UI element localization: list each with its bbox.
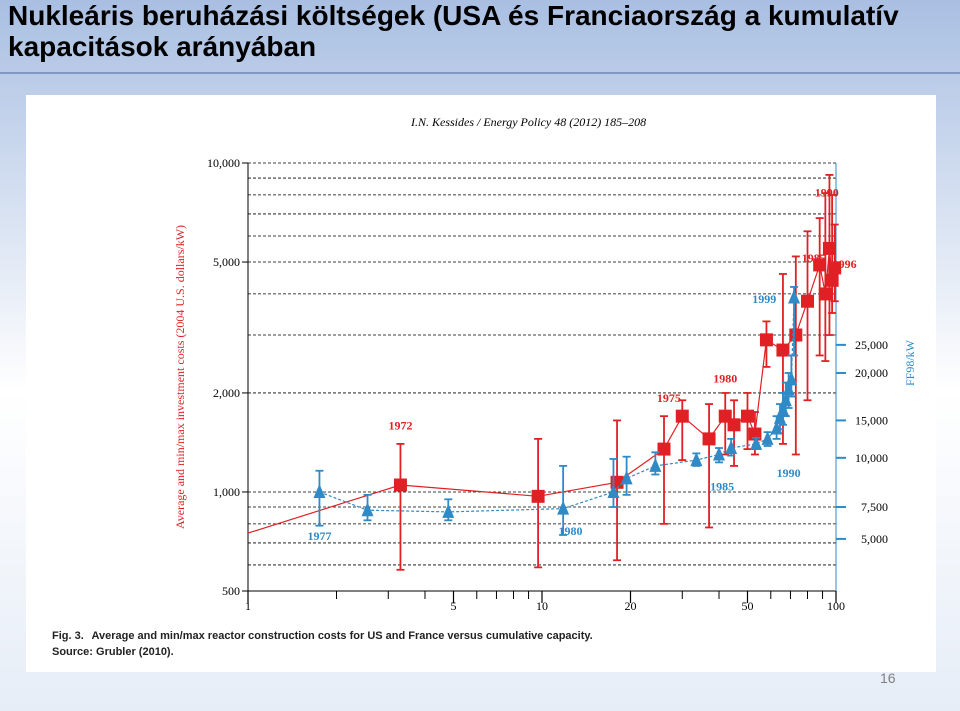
us-year-label: 1975: [657, 391, 681, 405]
y-tick-label: 500: [222, 584, 240, 598]
france-data-point: [361, 502, 374, 517]
us-year-label: 1972: [388, 418, 412, 432]
france-data-point: [442, 503, 455, 518]
us-data-point: [393, 478, 407, 492]
us-data-point: [727, 418, 741, 432]
france-year-label: 1999: [752, 292, 776, 306]
y-tick-label: 1,000: [213, 485, 240, 499]
us-data-point: [825, 273, 839, 287]
us-data-point: [657, 442, 671, 456]
x-tick-label: 100: [827, 599, 845, 613]
caption-text: Average and min/max reactor construction…: [91, 630, 592, 642]
slide-title-line-2: kapacitások arányában: [8, 31, 317, 62]
caption-label: Fig. 3.: [52, 630, 84, 642]
us-year-label: 1990: [815, 186, 839, 200]
y-tick-label: 10,000: [207, 156, 240, 170]
france-data-point: [313, 483, 326, 498]
slide-title: Nukleáris beruházási költségek (USA és F…: [8, 0, 948, 62]
france-series: [313, 286, 801, 536]
chart-svg: I.N. Kessides / Energy Policy 48 (2012) …: [52, 115, 917, 658]
france-data-point: [649, 457, 662, 472]
figure-source: Source: Grubler (2010).: [52, 646, 174, 658]
us-year-label: 1996: [833, 257, 857, 271]
axes: [247, 163, 837, 592]
data-series: [247, 174, 842, 571]
us-series: [247, 174, 842, 571]
us-data-point: [801, 294, 815, 308]
us-data-point: [813, 258, 827, 272]
y-tick-label: 2,000: [213, 386, 240, 400]
y2-tick-label: 7,500: [861, 500, 888, 514]
france-data-point: [750, 435, 763, 450]
france-year-label: 1977: [307, 529, 331, 543]
year-annotations: 1972 1975 1980 1985 1990 1996 1977 1980 1985 1990…: [307, 186, 856, 543]
x-tick-label: 50: [741, 599, 753, 613]
slide-title-line-1: Nukleáris beruházási költségek (USA és F…: [8, 0, 899, 31]
france-data-point: [620, 470, 633, 485]
france-data-point: [607, 483, 620, 498]
y2-tick-label: 10,000: [855, 451, 888, 465]
figure-caption: Fig. 3. Average and min/max reactor cons…: [52, 630, 593, 642]
us-data-point: [776, 343, 790, 357]
us-data-point: [702, 432, 716, 446]
us-data-point: [828, 261, 842, 275]
y2-tick-label: 5,000: [861, 532, 888, 546]
us-data-point: [531, 489, 545, 503]
france-data-point: [713, 446, 726, 461]
france-data-point: [761, 430, 774, 445]
france-year-label: 1980: [558, 524, 582, 538]
france-year-label: 1990: [777, 466, 801, 480]
x-tick-label: 5: [450, 599, 456, 613]
france-data-point: [770, 420, 783, 435]
france-data-point: [557, 500, 570, 515]
title-divider: [0, 72, 960, 74]
us-data-point: [675, 409, 689, 423]
y2-tick-label: 15,000: [855, 413, 888, 427]
y-axis-label: Average and min/max investment costs (20…: [173, 225, 187, 529]
x-tick-label: 20: [625, 599, 637, 613]
axis-ticks: 500 1,000 2,000 5,000 10,000 1 5 10 20 50 100 5,000…: [207, 156, 888, 613]
us-data-point: [789, 328, 803, 342]
us-year-label: 1985: [802, 251, 826, 265]
france-data-point: [785, 371, 798, 386]
y-tick-label: 5,000: [213, 255, 240, 269]
x-tick-label: 10: [536, 599, 548, 613]
page-number: 16: [880, 670, 896, 686]
y2-tick-label: 25,000: [855, 338, 888, 352]
us-data-point: [740, 409, 754, 423]
france-year-label: 1985: [710, 480, 734, 494]
chart-figure: I.N. Kessides / Energy Policy 48 (2012) …: [26, 95, 936, 672]
us-year-label: 1980: [713, 372, 737, 386]
france-data-point: [725, 440, 738, 455]
us-data-point: [759, 333, 773, 347]
y2-tick-label: 20,000: [855, 366, 888, 380]
grid-lines: [248, 162, 836, 592]
y2-axis-label: FF98/kW: [903, 339, 917, 386]
x-tick-label: 1: [245, 599, 251, 613]
figure-header: I.N. Kessides / Energy Policy 48 (2012) …: [410, 115, 646, 129]
france-data-point: [690, 452, 703, 467]
france-data-point: [788, 289, 801, 304]
